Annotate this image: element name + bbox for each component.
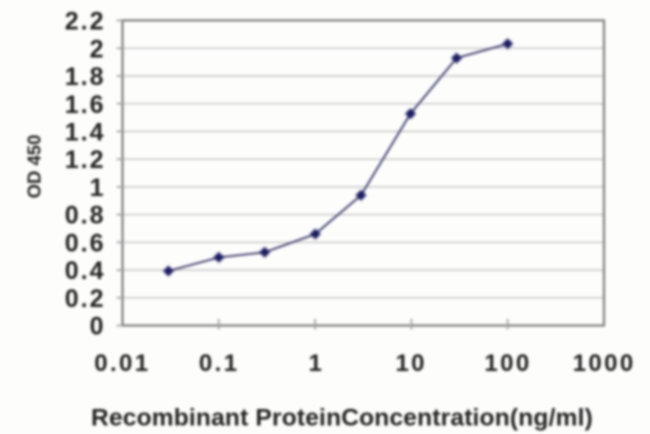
- svg-text:1: 1: [309, 350, 325, 377]
- svg-text:10: 10: [395, 350, 427, 377]
- svg-text:0.2: 0.2: [65, 285, 106, 313]
- svg-text:1.6: 1.6: [65, 91, 106, 119]
- svg-text:1: 1: [90, 174, 106, 202]
- svg-text:0.1: 0.1: [199, 350, 240, 377]
- svg-text:OD 450: OD 450: [23, 135, 44, 199]
- svg-text:1.8: 1.8: [65, 63, 106, 91]
- svg-text:0.4: 0.4: [65, 257, 106, 285]
- svg-text:2.2: 2.2: [65, 8, 106, 36]
- svg-text:Recombinant ProteinConcentrati: Recombinant ProteinConcentration(ng/ml): [91, 404, 593, 431]
- svg-text:0.01: 0.01: [94, 350, 150, 377]
- svg-text:1000: 1000: [573, 350, 636, 377]
- svg-text:1.4: 1.4: [65, 119, 106, 147]
- svg-text:0.8: 0.8: [65, 202, 106, 230]
- svg-text:0: 0: [90, 313, 106, 341]
- svg-text:2: 2: [90, 35, 106, 63]
- svg-text:1.2: 1.2: [65, 146, 106, 174]
- svg-text:0.6: 0.6: [65, 229, 106, 257]
- svg-text:100: 100: [484, 350, 531, 377]
